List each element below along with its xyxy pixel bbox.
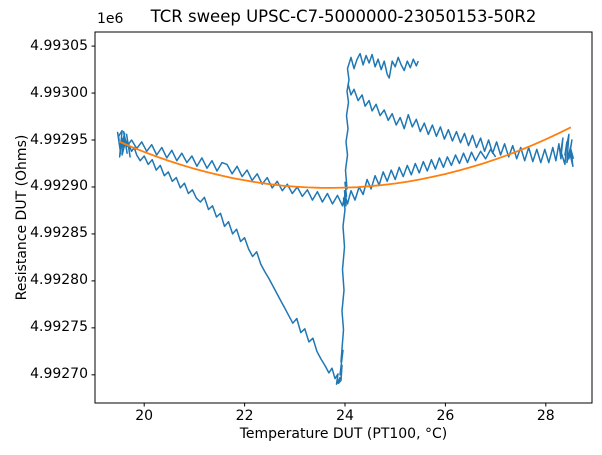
y-tick-label: 4.99280	[30, 272, 88, 289]
fit-curve-line	[118, 126, 572, 189]
x-tick-label: 20	[135, 408, 154, 424]
y-tick-label: 4.99290	[30, 178, 88, 195]
y-tick-label: 4.99275	[30, 319, 88, 336]
x-tick-label: 22	[235, 408, 254, 424]
axes-spines	[94, 31, 593, 404]
x-tick-label: 24	[336, 408, 354, 424]
y-tick-label: 4.99300	[30, 84, 88, 101]
measurement-series-line	[120, 138, 497, 207]
x-axis-label: Temperature DUT (PT100, °C)	[239, 426, 448, 442]
measurement-series-line	[116, 52, 419, 385]
y-tick-label: 4.99285	[30, 225, 88, 242]
x-tick-label: 26	[436, 408, 455, 424]
y-tick-label: 4.99305	[30, 37, 88, 54]
chart-title: TCR sweep UPSC-C7-5000000-23050153-50R2	[150, 7, 537, 26]
y-tick-label: 4.99295	[30, 131, 88, 148]
y-tick-label: 4.99270	[30, 366, 88, 383]
x-tick-label: 28	[536, 408, 555, 424]
y-axis-offset-label: 1e6	[97, 11, 124, 27]
measurement-series-line	[347, 83, 575, 168]
